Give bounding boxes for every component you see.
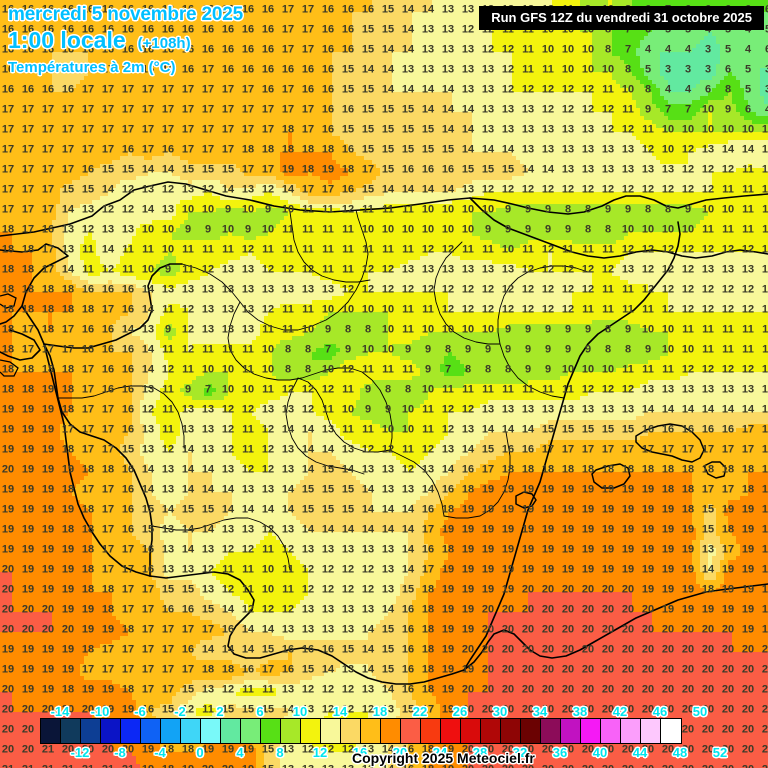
color-swatch — [301, 719, 321, 743]
color-swatch — [601, 719, 621, 743]
color-swatch — [101, 719, 121, 743]
color-swatch — [141, 719, 161, 743]
color-swatch — [621, 719, 641, 743]
model-run-banner: Run GFS 12Z du vendredi 31 octobre 2025 — [479, 6, 764, 30]
scale-tick: 26 — [452, 704, 468, 719]
color-swatch — [81, 719, 101, 743]
map-header: mercredi 5 novembre 2025 1:00 locale (+1… — [8, 4, 243, 76]
color-swatch — [201, 719, 221, 743]
color-swatch — [461, 719, 481, 743]
scale-tick: -10 — [90, 704, 110, 719]
color-swatch — [241, 719, 261, 743]
color-scale-bar — [40, 718, 682, 744]
color-swatch — [661, 719, 681, 743]
color-swatch — [341, 719, 361, 743]
color-swatch — [441, 719, 461, 743]
scale-tick: 14 — [332, 704, 348, 719]
color-swatch — [481, 719, 501, 743]
scale-tick: 24 — [432, 745, 448, 760]
color-swatch — [401, 719, 421, 743]
color-swatch — [561, 719, 581, 743]
scale-tick: 6 — [256, 704, 264, 719]
color-swatch — [541, 719, 561, 743]
forecast-echeance: (+108h) — [137, 35, 191, 52]
color-swatch — [41, 719, 61, 743]
scale-tick: 38 — [572, 704, 588, 719]
color-swatch — [281, 719, 301, 743]
scale-tick: 32 — [512, 745, 528, 760]
color-swatch — [501, 719, 521, 743]
color-swatch — [421, 719, 441, 743]
scale-tick: 40 — [592, 745, 608, 760]
scale-tick: 16 — [352, 745, 368, 760]
scale-tick: 44 — [632, 745, 648, 760]
scale-tick: 48 — [672, 745, 688, 760]
scale-tick: 22 — [412, 704, 428, 719]
color-swatch — [221, 719, 241, 743]
color-swatch — [181, 719, 201, 743]
color-swatch — [321, 719, 341, 743]
scale-tick: 18 — [372, 704, 388, 719]
color-swatch — [361, 719, 381, 743]
scale-tick: 0 — [196, 745, 204, 760]
scale-tick: 42 — [612, 704, 628, 719]
scale-tick: 34 — [532, 704, 548, 719]
scale-tick: -12 — [70, 745, 90, 760]
color-swatch — [261, 719, 281, 743]
scale-tick: -6 — [134, 704, 146, 719]
scale-tick: 20 — [392, 745, 408, 760]
copyright-notice: Copyright 2025 Meteociel.fr — [352, 750, 535, 766]
scale-tick: -14 — [50, 704, 70, 719]
color-swatch — [381, 719, 401, 743]
scale-tick: 12 — [312, 745, 328, 760]
forecast-time: 1:00 locale — [8, 27, 126, 53]
scale-tick: 4 — [236, 745, 244, 760]
color-swatch — [581, 719, 601, 743]
scale-tick: 36 — [552, 745, 568, 760]
forecast-date: mercredi 5 novembre 2025 — [8, 4, 243, 25]
color-swatch — [161, 719, 181, 743]
scale-tick: 46 — [652, 704, 668, 719]
map-parameter-label: Températures à 2m (°C) — [8, 59, 176, 76]
color-swatch — [121, 719, 141, 743]
scale-tick: 10 — [292, 704, 308, 719]
scale-tick: 50 — [692, 704, 708, 719]
color-swatch — [61, 719, 81, 743]
scale-tick: 52 — [712, 745, 728, 760]
color-swatch — [641, 719, 661, 743]
scale-tick: 30 — [492, 704, 508, 719]
scale-tick: 28 — [472, 745, 488, 760]
scale-tick: -4 — [154, 745, 166, 760]
scale-tick: 8 — [276, 745, 284, 760]
scale-tick: -2 — [174, 704, 186, 719]
scale-tick: -8 — [114, 745, 126, 760]
scale-tick: 2 — [216, 704, 224, 719]
color-swatch — [521, 719, 541, 743]
